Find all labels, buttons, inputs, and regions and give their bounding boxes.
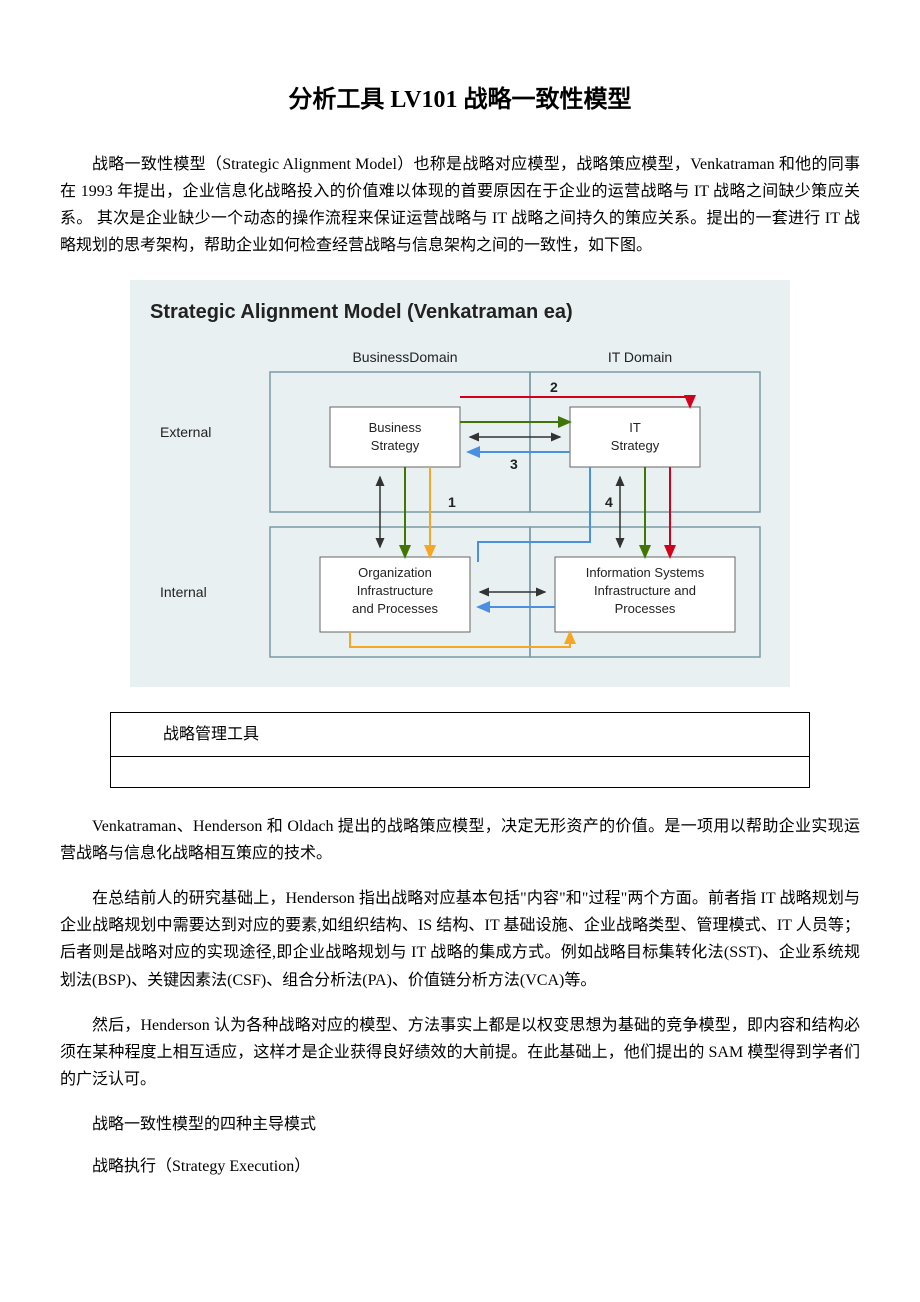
box-business-strategy bbox=[330, 407, 460, 467]
svg-text:Strategy: Strategy bbox=[611, 438, 660, 453]
col-it-domain: IT Domain bbox=[608, 349, 672, 365]
svg-text:Strategy: Strategy bbox=[371, 438, 420, 453]
col-business-domain: BusinessDomain bbox=[352, 349, 457, 365]
section-heading-strategy-execution: 战略执行（Strategy Execution） bbox=[60, 1153, 860, 1180]
tool-table: 战略管理工具 bbox=[110, 712, 810, 788]
path-number-1: 1 bbox=[448, 494, 456, 510]
svg-text:Business: Business bbox=[369, 420, 422, 435]
paragraph-3: 在总结前人的研究基础上，Henderson 指出战略对应基本包括"内容"和"过程… bbox=[60, 885, 860, 994]
svg-text:Infrastructure and: Infrastructure and bbox=[594, 583, 696, 598]
box-it-strategy bbox=[570, 407, 700, 467]
paragraph-4: 然后，Henderson 认为各种战略对应的模型、方法事实上都是以权变思想为基础… bbox=[60, 1012, 860, 1094]
row-internal: Internal bbox=[160, 584, 207, 600]
diagram-title: Strategic Alignment Model (Venkatraman e… bbox=[150, 295, 770, 329]
svg-text:Organization: Organization bbox=[358, 565, 432, 580]
svg-text:Infrastructure: Infrastructure bbox=[357, 583, 434, 598]
svg-text:Processes: Processes bbox=[615, 601, 676, 616]
section-heading-modes: 战略一致性模型的四种主导模式 bbox=[60, 1111, 860, 1138]
intro-paragraph: 战略一致性模型（Strategic Alignment Model）也称是战略对… bbox=[60, 151, 860, 260]
path-number-3: 3 bbox=[510, 456, 518, 472]
paragraph-2: Venkatraman、Henderson 和 Oldach 提出的战略策应模型… bbox=[60, 813, 860, 867]
tool-table-empty-row bbox=[111, 757, 809, 787]
sam-diagram: Strategic Alignment Model (Venkatraman e… bbox=[130, 280, 790, 687]
diagram-svg: www.bdocx.com BusinessDomain IT Domain E… bbox=[150, 347, 770, 667]
page-title: 分析工具 LV101 战略一致性模型 bbox=[60, 80, 860, 121]
svg-text:Information Systems: Information Systems bbox=[586, 565, 705, 580]
tool-table-label: 战略管理工具 bbox=[111, 713, 809, 757]
path-number-2: 2 bbox=[550, 379, 558, 395]
row-external: External bbox=[160, 424, 211, 440]
svg-text:and Processes: and Processes bbox=[352, 601, 438, 616]
path-number-4: 4 bbox=[605, 494, 613, 510]
svg-text:IT: IT bbox=[629, 420, 641, 435]
